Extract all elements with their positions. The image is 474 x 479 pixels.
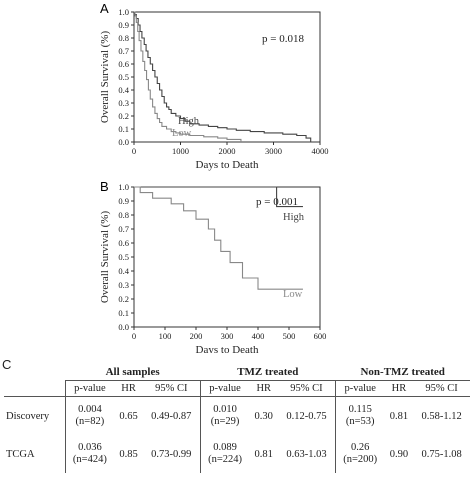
y-tick-label: 1.0 bbox=[118, 7, 129, 17]
y-tick-label: 0.4 bbox=[118, 85, 129, 95]
y-tick-label: 0.6 bbox=[118, 59, 129, 69]
p-value-cell: 0.26 (n=200) bbox=[334, 435, 385, 473]
hr-cell: 0.30 bbox=[254, 410, 273, 422]
sub-header: HR bbox=[114, 380, 143, 397]
y-tick-label: 0.3 bbox=[118, 280, 129, 290]
y-tick-label: 0.7 bbox=[118, 224, 129, 234]
p-value-label: p = 0.018 bbox=[262, 33, 304, 45]
y-tick-label: 0.1 bbox=[118, 124, 129, 134]
y-tick-label: 0.5 bbox=[118, 252, 129, 262]
y-tick-label: 0.0 bbox=[118, 137, 129, 147]
survival-curve-high bbox=[134, 186, 303, 208]
ci-cell: 0.58-1.12 bbox=[421, 410, 462, 422]
y-tick-label: 0.2 bbox=[118, 111, 129, 121]
survival-curve-low bbox=[134, 186, 303, 290]
p-value-cell: 0.089 (n=224) bbox=[199, 435, 250, 473]
y-tick-label: 0.1 bbox=[118, 308, 129, 318]
series-label-high: High bbox=[178, 116, 200, 127]
ci-cell: 0.49-0.87 bbox=[151, 410, 192, 422]
hr-cell: 0.81 bbox=[254, 448, 273, 460]
x-tick-label: 500 bbox=[283, 331, 296, 341]
chart-b: B 0.0 0.1 0.2 0.3 0.4 0.5 0.6 0.7 0.8 0.9 1.0 0 100 2… bbox=[99, 179, 327, 353]
sub-header: p-value bbox=[199, 380, 250, 397]
group-header: All samples bbox=[65, 365, 201, 381]
y-tick-label: 0.0 bbox=[118, 322, 129, 332]
y-tick-label: 0.2 bbox=[118, 294, 129, 304]
y-tick-label: 0.8 bbox=[118, 210, 129, 220]
sub-header: HR bbox=[384, 380, 414, 397]
p-value-cell: 0.115 (n=53) bbox=[334, 396, 385, 435]
p-value-cell: 0.036 (n=424) bbox=[64, 435, 115, 473]
ci-cell: 0.75-1.08 bbox=[421, 448, 462, 460]
sub-header: 95% CI bbox=[142, 380, 201, 397]
y-tick-label: 0.5 bbox=[118, 72, 129, 82]
table-row: TCGA 0.036 (n=424) 0.85 0.73-0.99 0.089 (n… bbox=[4, 435, 470, 473]
x-tick-label: 2000 bbox=[219, 146, 236, 156]
x-tick-label: 1000 bbox=[172, 146, 189, 156]
y-tick-label: 0.7 bbox=[118, 46, 129, 56]
row-label: TCGA bbox=[6, 448, 35, 460]
group-header-row: All samples TMZ treated Non-TMZ treated bbox=[4, 365, 470, 381]
group-header: Non-TMZ treated bbox=[335, 365, 470, 381]
y-tick-label: 0.8 bbox=[118, 33, 129, 43]
x-tick-label: 4000 bbox=[312, 146, 329, 156]
x-tick-label: 300 bbox=[221, 331, 234, 341]
y-axis-label: Overall Survival (%) bbox=[99, 31, 111, 124]
hr-cell: 0.90 bbox=[389, 448, 409, 460]
ci-cell: 0.12-0.75 bbox=[286, 410, 327, 422]
series-label-high: High bbox=[283, 212, 305, 223]
series-label-low: Low bbox=[283, 289, 303, 300]
hr-cell: 0.85 bbox=[119, 448, 138, 460]
ci-cell: 0.63-1.03 bbox=[286, 448, 327, 460]
x-tick-label: 200 bbox=[190, 331, 203, 341]
y-tick-label: 0.3 bbox=[118, 98, 129, 108]
p-value-cell: 0.010 (n=29) bbox=[199, 396, 250, 435]
sub-header: p-value bbox=[64, 380, 115, 397]
table-row: Discovery 0.004 (n=82) 0.65 0.49-0.87 0.0… bbox=[4, 396, 470, 435]
y-tick-label: 0.9 bbox=[118, 20, 129, 30]
chart-a: A 0.0 0.1 0.2 0.3 0.4 0.5 0.6 0.7 0.8 0.9 1.0 0 1000… bbox=[99, 1, 329, 171]
x-tick-label: 600 bbox=[314, 331, 327, 341]
ci-cell: 0.73-0.99 bbox=[151, 448, 192, 460]
hr-cell: 0.81 bbox=[389, 410, 409, 422]
x-axis-label: Days to Death bbox=[196, 159, 259, 171]
y-axis-label: Overall Survival (%) bbox=[99, 211, 111, 304]
survival-curve-high bbox=[134, 11, 312, 142]
x-tick-label: 400 bbox=[252, 331, 265, 341]
x-tick-label: 100 bbox=[159, 331, 172, 341]
y-tick-label: 0.6 bbox=[118, 238, 129, 248]
sub-header-row: p-value HR 95% CI p-value HR 95% CI p-va… bbox=[4, 380, 470, 397]
p-value-cell: 0.004 (n=82) bbox=[64, 396, 115, 435]
x-axis-label: Days to Death bbox=[196, 344, 259, 353]
y-tick-label: 1.0 bbox=[118, 182, 129, 192]
plot-frame bbox=[133, 186, 321, 328]
panel-letter-a: A bbox=[100, 1, 109, 16]
panel-letter-c: C bbox=[2, 357, 12, 372]
y-tick-label: 0.4 bbox=[118, 266, 129, 276]
survival-curve-low bbox=[134, 11, 242, 142]
sub-header: HR bbox=[249, 380, 279, 397]
hazard-ratio-table: All samples TMZ treated Non-TMZ treated … bbox=[4, 365, 470, 473]
sub-header: 95% CI bbox=[413, 380, 470, 397]
row-label: Discovery bbox=[6, 410, 50, 422]
x-tick-label: 0 bbox=[132, 146, 136, 156]
x-tick-label: 0 bbox=[132, 331, 136, 341]
series-label-low: Low bbox=[172, 128, 192, 139]
x-tick-label: 3000 bbox=[265, 146, 282, 156]
y-tick-label: 0.9 bbox=[118, 196, 129, 206]
hr-cell: 0.65 bbox=[119, 410, 138, 422]
sub-header: p-value bbox=[334, 380, 385, 397]
panel-letter-b: B bbox=[100, 179, 109, 194]
sub-header: 95% CI bbox=[278, 380, 336, 397]
group-header: TMZ treated bbox=[200, 365, 336, 381]
